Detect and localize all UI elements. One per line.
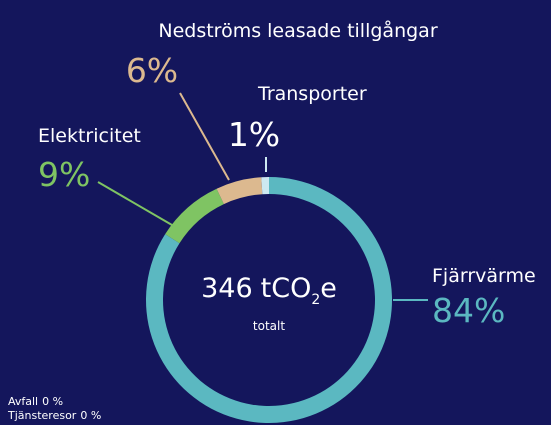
donut-segment — [165, 188, 224, 244]
legend-label: Elektricitet — [38, 125, 141, 147]
small-label-value: 0 % — [42, 395, 63, 408]
leader-line — [179, 92, 230, 181]
small-label: Avfall 0 % — [8, 395, 63, 408]
value-label: 84% — [432, 291, 505, 330]
value-label: 6% — [126, 51, 178, 90]
legend-label: Fjärrvärme — [432, 265, 536, 287]
leader-line — [97, 181, 173, 226]
legend-label: Transporter — [257, 83, 367, 105]
value-label: 1% — [228, 115, 280, 154]
small-label: Tjänsteresor 0 % — [7, 409, 101, 422]
small-label-value: 0 % — [80, 409, 101, 422]
donut-segment — [261, 177, 269, 195]
value-label: 9% — [38, 155, 90, 194]
donut-segment — [216, 177, 263, 205]
center-caption: totalt — [253, 319, 285, 333]
small-label-name: Tjänsteresor — [7, 409, 77, 422]
legend-label: Nedströms leasade tillgångar — [158, 19, 437, 42]
center-total: 346 tCO2e — [201, 273, 337, 308]
small-label-name: Avfall — [8, 395, 38, 408]
